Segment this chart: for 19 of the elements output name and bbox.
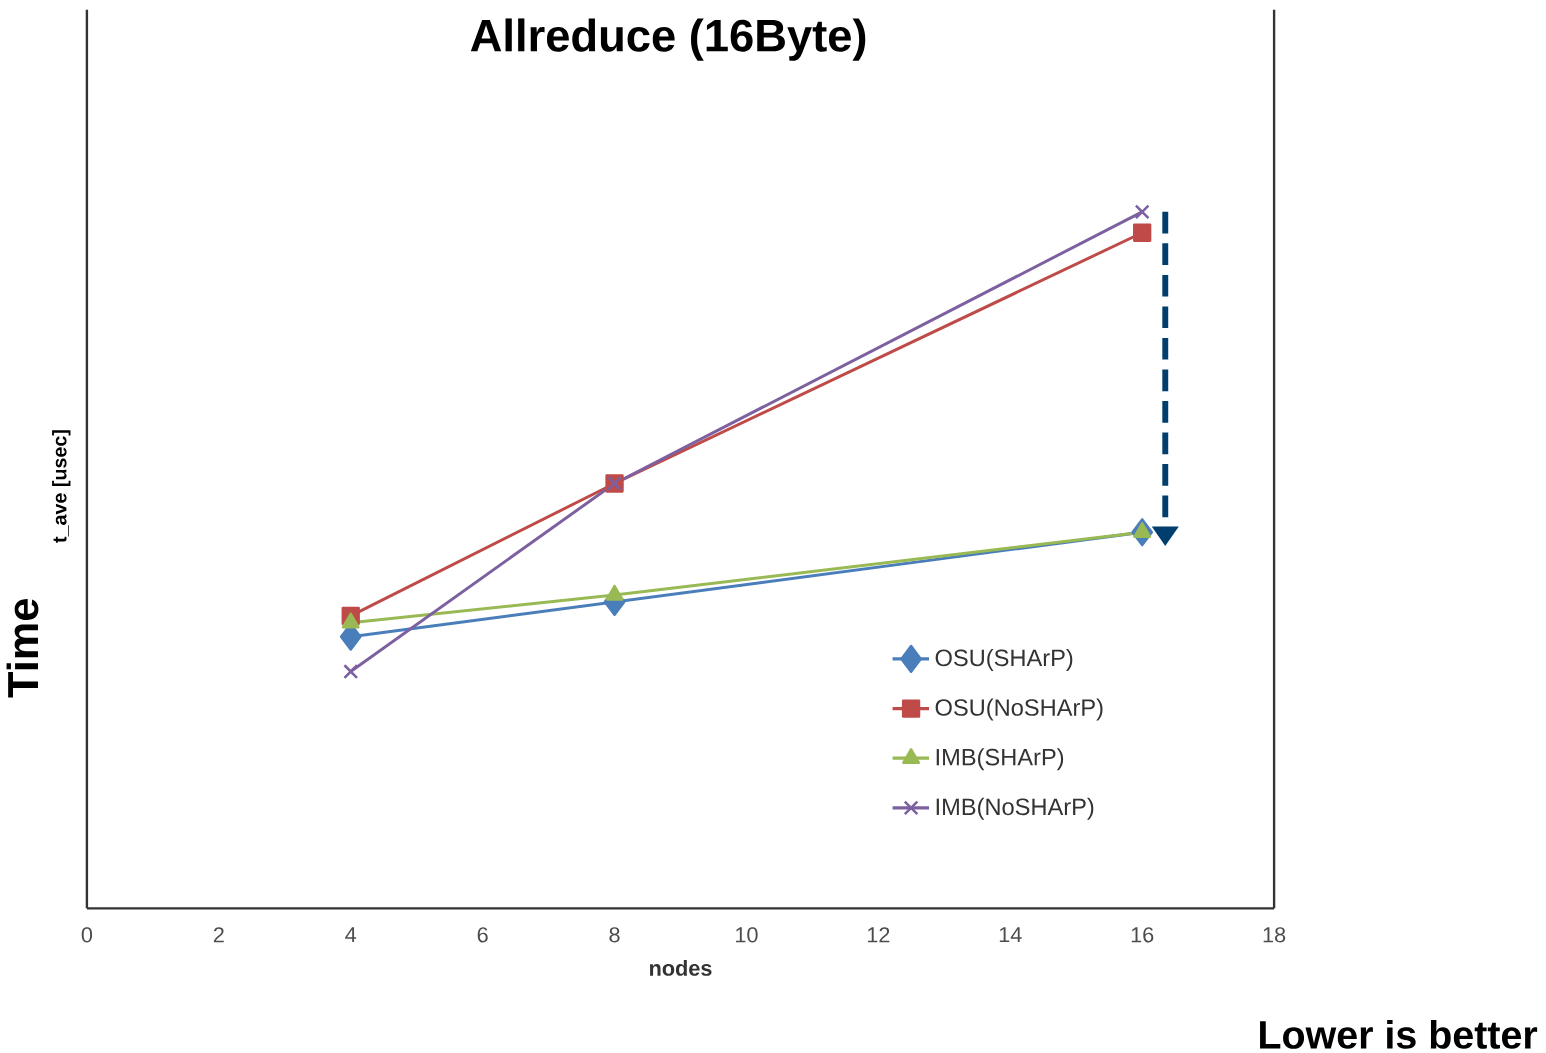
text: Lower is better [1260, 1019, 1538, 1049]
x-tick-label: 18 [1263, 927, 1286, 943]
x-tick-label: 8 [609, 927, 620, 943]
text: Time [6, 598, 39, 698]
legend-label: IMB(SHArP) [936, 748, 1064, 771]
x-tick-label: 6 [477, 927, 488, 943]
legend-label: IMB(NoSHArP) [936, 797, 1094, 820]
x-tick-label: 0 [81, 927, 93, 943]
x-tick-label: 14 [999, 927, 1022, 942]
legend-label: OSU(SHArP) [935, 648, 1073, 671]
x-axis-title: nodes [650, 959, 712, 976]
x-tick-label: 10 [736, 927, 758, 943]
x-tick-label: 12 [867, 927, 890, 943]
x-tick-label: 16 [1131, 927, 1154, 943]
x-tick-label: 2 [213, 927, 224, 943]
x-tick-label: 4 [345, 927, 357, 942]
y-axis-title: t_ave [usec] [52, 430, 71, 543]
chart-title: Allreduce (16Byte) [470, 18, 866, 61]
legend-label: OSU(NoSHArP) [935, 698, 1103, 721]
